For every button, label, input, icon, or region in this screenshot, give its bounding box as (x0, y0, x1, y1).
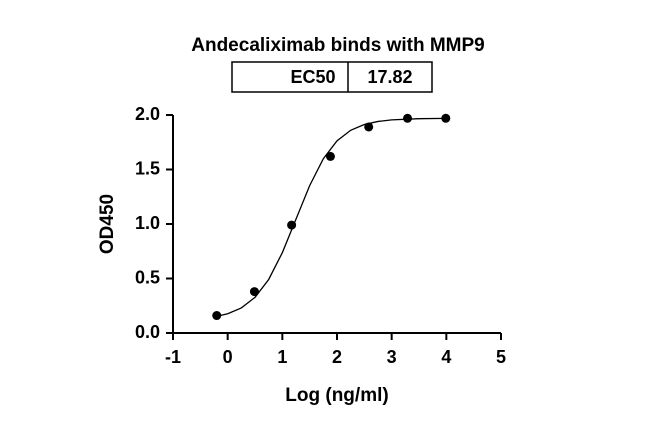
x-axis-label: Log (ng/ml) (285, 385, 388, 406)
chart-title: Andecaliximab binds with MMP9 (191, 35, 485, 56)
y-tick-label: 0.0 (135, 322, 160, 342)
data-point (364, 122, 374, 132)
x-tick-label: -1 (165, 347, 181, 367)
ec50-value: 17.82 (367, 67, 412, 87)
data-point (212, 311, 222, 321)
data-point (403, 113, 413, 123)
y-tick-label: 1.0 (135, 213, 160, 233)
fit-curve (216, 117, 447, 317)
data-point (287, 220, 297, 230)
x-tick-label: 4 (441, 347, 451, 367)
ec50-label: EC50 (290, 67, 335, 87)
y-tick-label: 2.0 (135, 104, 160, 124)
x-tick-label: 5 (496, 347, 506, 367)
y-tick-label: 1.5 (135, 158, 160, 178)
x-tick-label: 3 (387, 347, 397, 367)
data-point (249, 287, 259, 297)
x-tick-label: 0 (223, 347, 233, 367)
x-tick-label: 2 (332, 347, 342, 367)
ec50-box (231, 61, 433, 93)
x-tick-label: 1 (277, 347, 287, 367)
data-point (325, 151, 335, 161)
data-point (441, 113, 451, 123)
y-axis-label: OD450 (97, 194, 118, 254)
y-tick-label: 0.5 (135, 267, 160, 287)
